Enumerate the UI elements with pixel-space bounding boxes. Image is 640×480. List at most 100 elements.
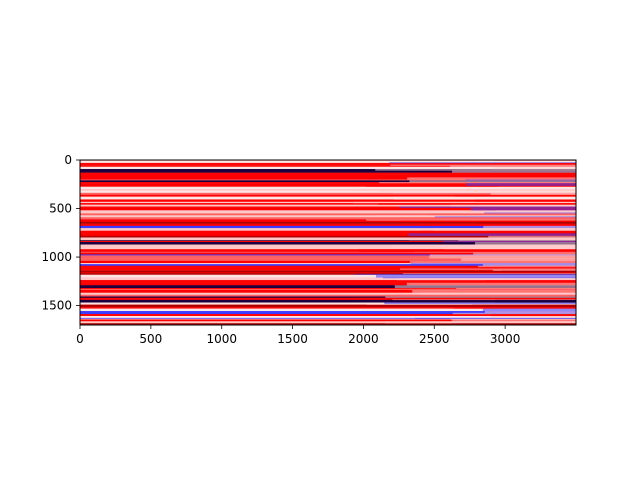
heatmap-row-tail bbox=[441, 217, 576, 220]
x-tick-label: 2500 bbox=[419, 332, 450, 346]
heatmap-row bbox=[80, 216, 576, 218]
heatmap-row bbox=[80, 292, 576, 295]
heatmap-row bbox=[80, 314, 576, 317]
heatmap-row-tail bbox=[488, 235, 576, 238]
heatmap-row-tail bbox=[476, 160, 576, 163]
heatmap-row-tail bbox=[434, 216, 576, 218]
heatmap-row-tail bbox=[421, 292, 576, 295]
heatmap-row bbox=[80, 199, 576, 203]
heatmap-row bbox=[80, 203, 576, 205]
heatmap-row bbox=[80, 206, 576, 208]
heatmap-row-tail bbox=[399, 206, 576, 208]
heatmap-row-tail bbox=[396, 278, 576, 281]
heatmap-row bbox=[80, 228, 576, 231]
heatmap-row bbox=[80, 217, 576, 220]
heatmap-row-tail bbox=[452, 170, 576, 173]
heatmap-row bbox=[80, 274, 576, 278]
heatmap-row bbox=[80, 179, 576, 181]
heatmap-row-tail bbox=[365, 267, 576, 269]
x-axis: 0 500 1000 1500 2000 2500 3000 bbox=[76, 325, 520, 346]
heatmap-row-tail bbox=[482, 308, 576, 312]
heatmap-row bbox=[80, 255, 576, 259]
heatmap-row-tail bbox=[358, 249, 576, 252]
heatmap-row-tail bbox=[450, 318, 576, 320]
heatmap-row-tail bbox=[484, 311, 576, 314]
heatmap-row bbox=[80, 164, 576, 166]
heatmap-row-tail bbox=[491, 314, 576, 317]
heatmap-row-tail bbox=[389, 162, 576, 164]
heatmap-row-tail bbox=[412, 289, 576, 293]
heatmap-row-tail bbox=[465, 179, 576, 181]
heatmap-row bbox=[80, 296, 576, 298]
heatmap-row bbox=[80, 254, 576, 256]
heatmap-row-tail bbox=[402, 273, 576, 275]
heatmap-row bbox=[80, 215, 576, 217]
heatmap-row-tail bbox=[407, 177, 576, 180]
heatmap-row-tail bbox=[392, 244, 576, 248]
heatmap-row-tail bbox=[461, 258, 576, 262]
heatmap-row bbox=[80, 186, 576, 190]
heatmap-row-tail bbox=[385, 294, 576, 297]
heatmap-row bbox=[80, 297, 576, 300]
heatmap-row-tail bbox=[410, 263, 576, 265]
heatmap-row bbox=[80, 249, 576, 252]
heatmap-row bbox=[80, 270, 576, 273]
y-axis: 0 500 1000 1500 bbox=[41, 153, 80, 313]
heatmap-row-tail bbox=[485, 280, 576, 283]
heatmap-row-tail bbox=[465, 272, 576, 274]
heatmap-row bbox=[80, 175, 576, 178]
heatmap-row bbox=[80, 282, 576, 286]
heatmap-row-tail bbox=[375, 274, 576, 278]
heatmap-row bbox=[80, 312, 576, 315]
heatmap-row-tail bbox=[500, 247, 576, 249]
heatmap-row-tail bbox=[442, 240, 576, 243]
heatmap-row-tail bbox=[444, 248, 576, 250]
heatmap-row-tail bbox=[449, 165, 576, 167]
heatmap-row-tail bbox=[408, 288, 576, 291]
heatmap-row-tail bbox=[414, 251, 576, 253]
heatmap-row-tail bbox=[475, 242, 576, 245]
heatmap-row-tail bbox=[477, 221, 576, 224]
heatmap-row-tail bbox=[427, 213, 576, 216]
y-tick-label: 500 bbox=[49, 202, 72, 216]
heatmap-row-tail bbox=[473, 252, 576, 255]
heatmap-row bbox=[80, 193, 576, 196]
heatmap-row bbox=[80, 273, 576, 275]
heatmap-row bbox=[80, 240, 576, 242]
heatmap-row bbox=[80, 165, 576, 167]
heatmap-row bbox=[80, 307, 576, 309]
heatmap-row-tail bbox=[400, 268, 576, 270]
heatmap-row-tail bbox=[394, 285, 576, 289]
heatmap-row-tail bbox=[451, 319, 576, 322]
heatmap-row-tail bbox=[430, 254, 576, 256]
heatmap-row bbox=[80, 185, 576, 187]
heatmap-row-tail bbox=[392, 299, 576, 301]
heatmap-row-tail bbox=[454, 194, 576, 197]
heatmap-row-tail bbox=[452, 312, 576, 315]
heatmap-row-tail bbox=[379, 182, 576, 184]
y-tick-label: 1500 bbox=[41, 299, 72, 313]
heatmap-row-tail bbox=[355, 273, 576, 275]
heatmap-row bbox=[80, 315, 576, 319]
heatmap-row-tail bbox=[366, 303, 576, 305]
y-tick-label: 0 bbox=[64, 153, 72, 167]
heatmap-row bbox=[80, 192, 576, 194]
heatmap-row-tail bbox=[472, 304, 576, 308]
heatmap-row bbox=[80, 268, 576, 270]
heatmap-row bbox=[80, 263, 576, 265]
x-tick-label: 1500 bbox=[277, 332, 308, 346]
heatmap-row-tail bbox=[408, 233, 576, 237]
heatmap-row-tail bbox=[382, 277, 576, 279]
heatmap-row bbox=[80, 304, 576, 308]
heatmap-row-tail bbox=[415, 172, 576, 175]
heatmap-row-tail bbox=[495, 210, 576, 213]
heatmap-row bbox=[80, 180, 576, 183]
heatmap-row bbox=[80, 265, 576, 268]
heatmap-row-tail bbox=[484, 212, 576, 214]
heatmap-row-tail bbox=[414, 317, 576, 319]
heatmap-row bbox=[80, 272, 576, 274]
plot-frame bbox=[79, 159, 577, 326]
heatmap-row bbox=[80, 196, 576, 200]
heatmap-row bbox=[80, 269, 576, 271]
